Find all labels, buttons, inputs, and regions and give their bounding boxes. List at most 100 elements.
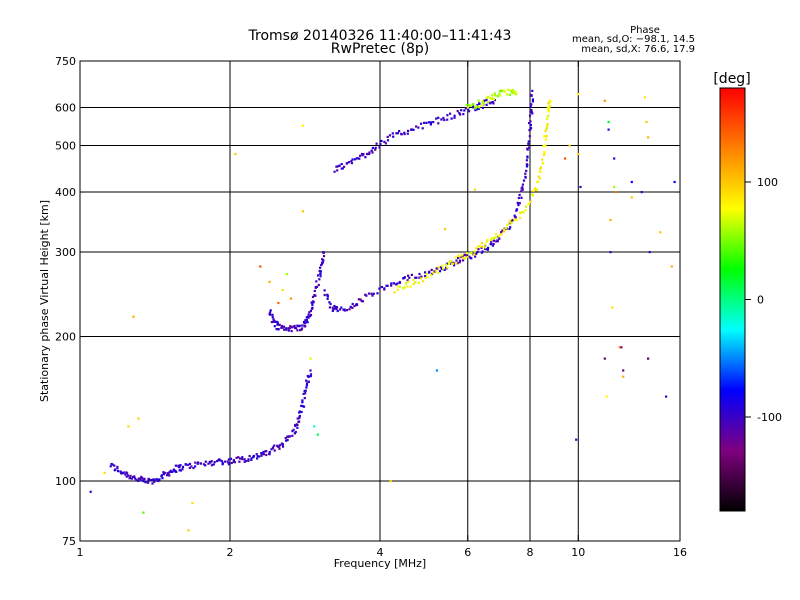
trace-point bbox=[459, 259, 462, 262]
trace-point bbox=[472, 106, 475, 109]
trace-point bbox=[276, 322, 279, 325]
x-axis-label: Frequency [MHz] bbox=[334, 557, 426, 570]
trace-point bbox=[481, 100, 484, 103]
trace-point bbox=[319, 266, 322, 269]
trace-point bbox=[197, 461, 200, 464]
trace-point bbox=[500, 232, 503, 236]
trace-point bbox=[326, 295, 329, 298]
trace-point bbox=[303, 324, 306, 327]
trace-point bbox=[473, 250, 476, 253]
trace-point bbox=[359, 298, 362, 301]
y-tick-label: 400 bbox=[55, 186, 76, 199]
trace-point bbox=[515, 219, 518, 222]
scatter-point bbox=[579, 185, 582, 189]
trace-point bbox=[226, 460, 229, 463]
trace-point bbox=[526, 155, 529, 158]
trace-point bbox=[371, 146, 374, 150]
trace-point bbox=[456, 262, 459, 265]
trace-point bbox=[476, 250, 479, 254]
trace-point bbox=[292, 428, 295, 431]
trace-point bbox=[424, 276, 427, 279]
trace-point bbox=[543, 152, 546, 155]
trace-point bbox=[440, 264, 444, 267]
trace-point bbox=[418, 272, 421, 276]
trace-point bbox=[484, 243, 487, 246]
trace-point bbox=[151, 482, 154, 485]
trace-point bbox=[132, 475, 135, 479]
trace-point bbox=[360, 152, 364, 156]
trace-point bbox=[348, 308, 351, 311]
trace-point bbox=[358, 157, 361, 160]
trace-point bbox=[402, 287, 405, 290]
trace-point bbox=[322, 255, 326, 258]
echo-points bbox=[89, 88, 676, 532]
trace-point bbox=[300, 404, 303, 407]
grid-lines bbox=[80, 61, 680, 541]
trace-point bbox=[546, 123, 549, 126]
scatter-point bbox=[611, 306, 614, 309]
trace-point bbox=[210, 460, 213, 463]
trace-point bbox=[525, 159, 528, 162]
trace-point bbox=[307, 316, 310, 319]
trace-point bbox=[414, 276, 417, 279]
scatter-point bbox=[603, 99, 606, 102]
trace-point bbox=[396, 132, 399, 135]
trace-point bbox=[301, 401, 304, 404]
trace-point bbox=[283, 328, 286, 331]
trace-point bbox=[486, 100, 490, 104]
scatter-point bbox=[613, 185, 616, 189]
trace-point bbox=[265, 450, 268, 453]
trace-point bbox=[406, 285, 409, 288]
scatter-point bbox=[89, 490, 92, 493]
y-tick-label: 750 bbox=[55, 55, 76, 68]
trace-point bbox=[309, 309, 312, 313]
trace-point bbox=[177, 464, 180, 467]
trace-point bbox=[499, 89, 503, 92]
trace-point bbox=[273, 444, 276, 447]
trace-point bbox=[485, 96, 488, 99]
trace-point bbox=[484, 248, 488, 251]
trace-point bbox=[481, 250, 484, 253]
trace-point bbox=[529, 128, 532, 131]
trace-point bbox=[400, 133, 403, 136]
trace-point bbox=[534, 187, 537, 190]
trace-point bbox=[489, 102, 492, 105]
trace-point bbox=[158, 478, 161, 481]
trace-point bbox=[247, 458, 250, 461]
trace-point bbox=[302, 320, 306, 323]
trace-point bbox=[350, 159, 353, 163]
trace-point bbox=[113, 469, 116, 472]
trace-point bbox=[346, 162, 349, 165]
x-tick-label: 4 bbox=[377, 546, 384, 559]
scatter-point bbox=[630, 180, 633, 184]
trace-point bbox=[302, 405, 306, 408]
trace-point bbox=[265, 453, 268, 457]
trace-point bbox=[376, 292, 379, 295]
trace-point bbox=[256, 455, 259, 458]
trace-point bbox=[386, 139, 390, 142]
scatter-point bbox=[234, 153, 237, 156]
scatter-point bbox=[309, 357, 312, 360]
trace-point bbox=[475, 247, 478, 250]
trace-point bbox=[192, 467, 195, 470]
trace-point bbox=[296, 426, 299, 429]
trace-point bbox=[235, 456, 238, 459]
trace-point bbox=[515, 208, 519, 211]
trace-point bbox=[278, 323, 281, 326]
trace-point bbox=[301, 324, 304, 327]
trace-point bbox=[271, 316, 274, 319]
trace-point bbox=[306, 382, 309, 385]
trace-point bbox=[529, 120, 532, 123]
trace-point bbox=[531, 100, 534, 103]
trace-point bbox=[336, 309, 339, 313]
trace-point bbox=[169, 470, 172, 473]
trace-point bbox=[420, 122, 423, 125]
trace-point bbox=[429, 121, 432, 124]
trace-point bbox=[285, 327, 288, 330]
trace-point bbox=[506, 223, 509, 227]
trace-point bbox=[312, 300, 315, 303]
scatter-point bbox=[609, 251, 612, 254]
trace-point bbox=[544, 138, 547, 141]
trace-point bbox=[536, 188, 539, 191]
trace-point bbox=[181, 468, 184, 471]
